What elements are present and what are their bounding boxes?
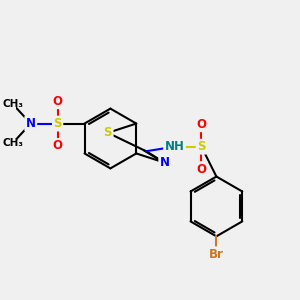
Text: CH₃: CH₃ bbox=[2, 99, 23, 109]
Text: NH: NH bbox=[165, 140, 184, 153]
Text: CH₃: CH₃ bbox=[2, 138, 23, 148]
Text: S: S bbox=[53, 117, 62, 130]
Text: S: S bbox=[197, 140, 206, 153]
Text: O: O bbox=[196, 118, 206, 131]
Text: N: N bbox=[160, 156, 170, 169]
Text: O: O bbox=[196, 163, 206, 176]
Text: Br: Br bbox=[209, 248, 224, 261]
Text: O: O bbox=[52, 140, 63, 152]
Text: S: S bbox=[103, 126, 112, 139]
Text: N: N bbox=[26, 117, 36, 130]
Text: O: O bbox=[52, 94, 63, 108]
